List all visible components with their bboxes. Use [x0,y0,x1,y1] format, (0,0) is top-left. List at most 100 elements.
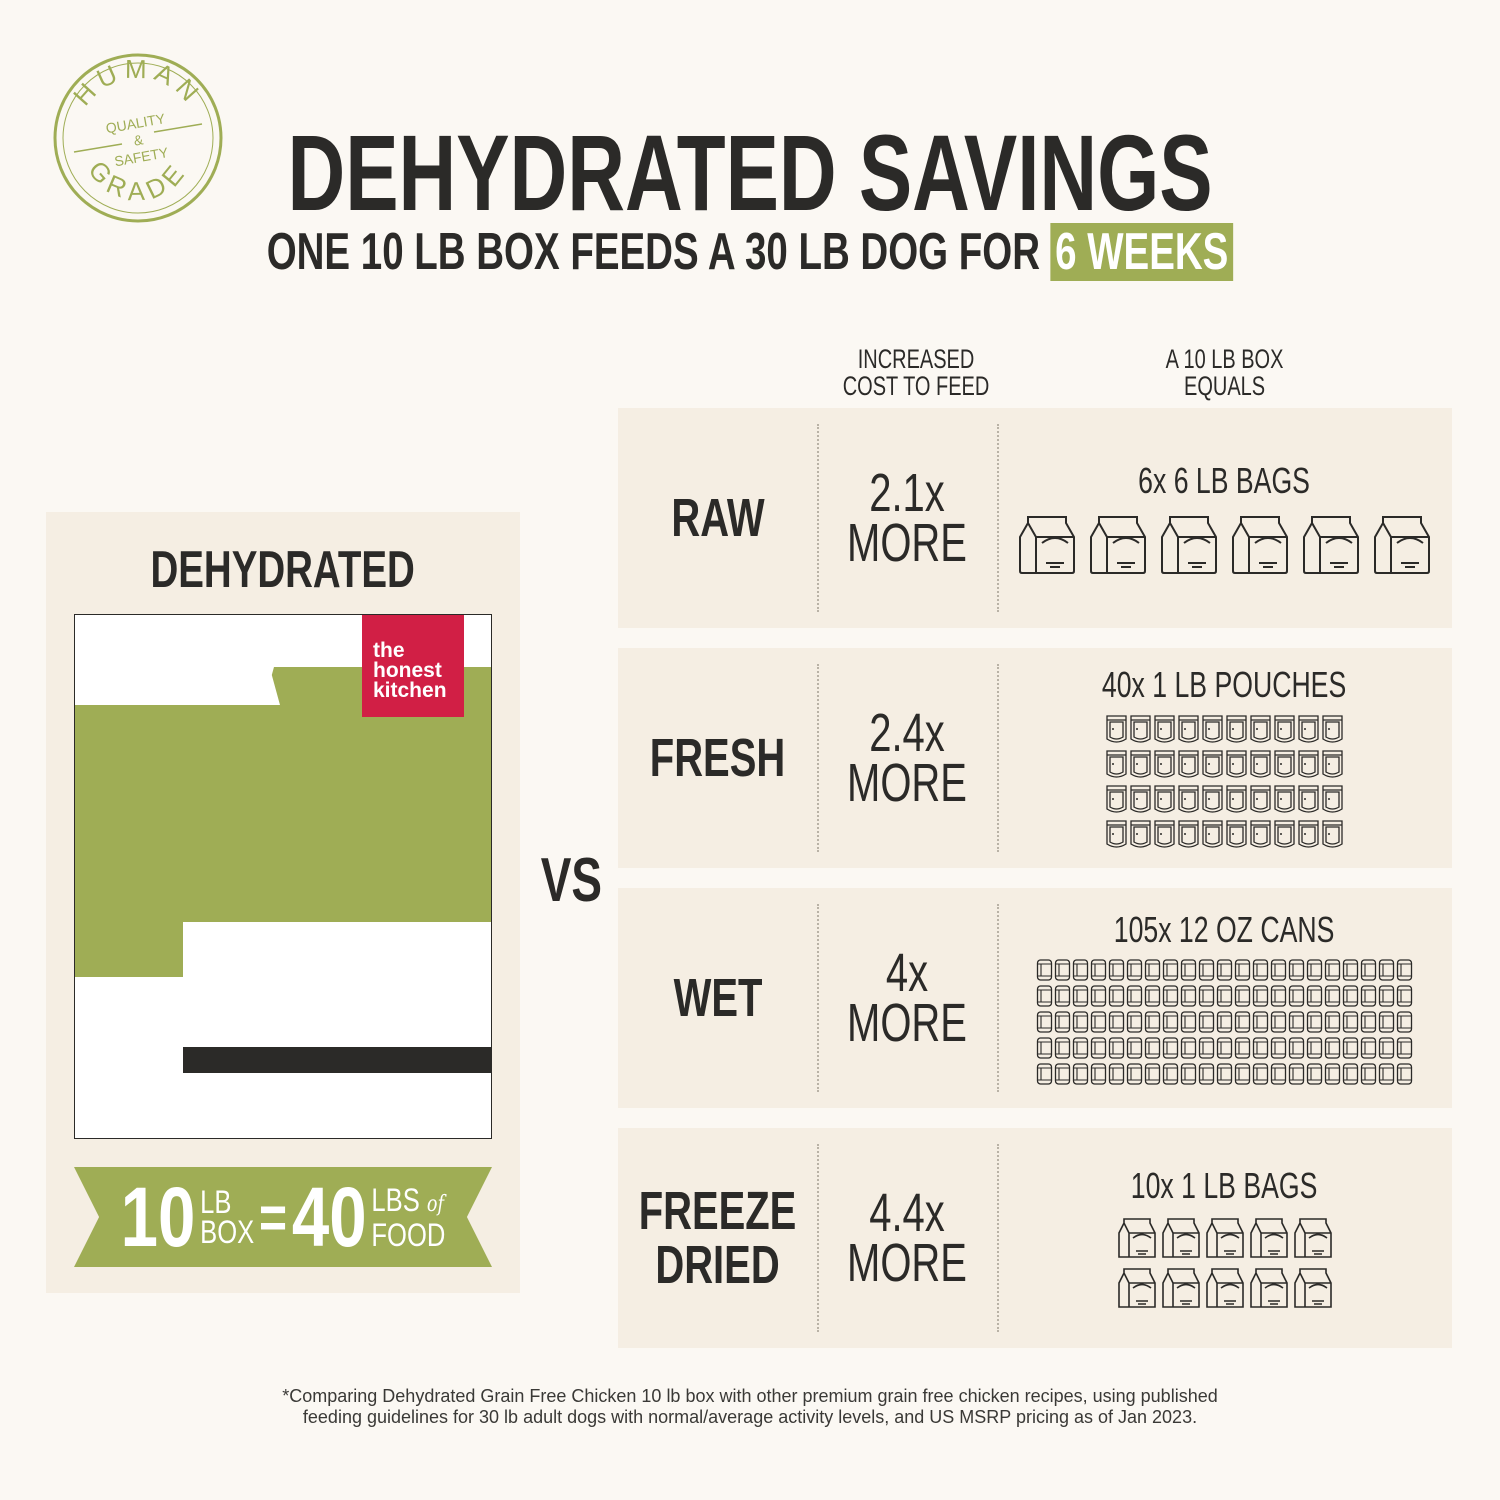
pouch-icon [1274,750,1295,778]
can-icon [1108,1011,1125,1033]
can-icon [1324,1037,1341,1059]
column-header-equals: A 10 LB BOX EQUALS [1166,344,1284,401]
cost-multiplier: 2.4x MORE [847,703,967,813]
can-icon [1234,959,1251,981]
can-icon [1216,1063,1233,1085]
icon-grid [1018,509,1431,575]
equivalent-label: 6x 6 LB BAGS [1138,460,1311,501]
can-icon [1180,985,1197,1007]
pouch-icon [1202,715,1223,743]
pouch-icon [1202,750,1223,778]
can-icon [1396,985,1413,1007]
can-icon [1306,959,1323,981]
can-icon [1342,1011,1359,1033]
can-icon [1270,1037,1287,1059]
human-grade-seal-logo: HUMAN GRADE QUALITY&SAFETY [53,53,223,223]
can-icon [1162,959,1179,981]
can-icon [1180,1011,1197,1033]
can-icon [1036,1011,1053,1033]
can-icon [1216,1011,1233,1033]
icon-grid [1105,713,1344,851]
can-icon [1234,985,1251,1007]
can-icon [1108,1063,1125,1085]
can-icon [1054,985,1071,1007]
pouch-icon [1298,715,1319,743]
divider [997,1144,999,1332]
small-bag-icon [1161,1218,1200,1258]
small-bag-icon [1117,1268,1156,1308]
can-icon [1216,959,1233,981]
can-icon [1288,959,1305,981]
icon-grid [1117,1214,1333,1310]
can-icon [1216,985,1233,1007]
can-icon [1126,985,1143,1007]
can-icon [1396,1011,1413,1033]
can-icon [1090,1037,1107,1059]
large-bag-icon [1161,516,1217,574]
can-icon [1126,1011,1143,1033]
dehydrated-panel: DEHYDRATED the honest kitchen 10 LB BOX = 4… [46,512,520,1293]
can-icon [1342,985,1359,1007]
pouch-icon [1106,715,1127,743]
can-icon [1252,1063,1269,1085]
can-icon [1360,1011,1377,1033]
pouch-icon [1106,820,1127,848]
pouch-icon [1106,750,1127,778]
small-bag-icon [1117,1218,1156,1258]
divider [817,904,819,1092]
can-icon [1288,985,1305,1007]
pouch-icon [1226,715,1247,743]
pouch-icon [1322,715,1343,743]
can-icon [1306,1063,1323,1085]
equivalent-label: 10x 1 LB BAGS [1131,1165,1318,1206]
svg-text:&: & [132,131,145,148]
pouch-icon [1154,750,1175,778]
can-icon [1252,1037,1269,1059]
can-icon [1360,1063,1377,1085]
pouch-icon [1130,785,1151,813]
can-icon [1144,959,1161,981]
pouch-icon [1298,750,1319,778]
can-icon [1252,959,1269,981]
can-icon [1216,1037,1233,1059]
can-icon [1306,1011,1323,1033]
pouch-icon [1202,820,1223,848]
cost-multiplier: 4.4x MORE [847,1183,967,1293]
divider [997,904,999,1092]
pouch-icon [1154,820,1175,848]
subtitle: ONE 10 LB BOX FEEDS A 30 LB DOG FOR 6 WE… [0,223,1500,281]
food-type-label: RAW [671,488,765,548]
pouch-icon [1298,820,1319,848]
cost-multiplier: 4x MORE [847,943,967,1053]
can-icon [1270,1063,1287,1085]
can-icon [1360,1037,1377,1059]
product-box-image: the honest kitchen [74,614,492,1139]
can-icon [1324,1063,1341,1085]
small-bag-icon [1249,1218,1288,1258]
can-icon [1378,1037,1395,1059]
can-icon [1360,985,1377,1007]
divider [997,424,999,612]
pouch-icon [1130,715,1151,743]
pouch-icon [1106,785,1127,813]
can-icon [1396,1063,1413,1085]
can-icon [1234,1037,1251,1059]
can-icon [1180,959,1197,981]
can-icon [1378,959,1395,981]
can-icon [1360,959,1377,981]
can-icon [1198,1037,1215,1059]
small-bag-icon [1161,1268,1200,1308]
large-bag-icon [1090,516,1146,574]
can-icon [1162,985,1179,1007]
can-icon [1324,1011,1341,1033]
equivalent-label: 105x 12 OZ CANS [1114,909,1335,950]
can-icon [1180,1037,1197,1059]
can-icon [1288,1037,1305,1059]
can-icon [1054,1063,1071,1085]
can-icon [1342,959,1359,981]
comparison-row-wet: WET 4x MORE 105x 12 OZ CANS [618,888,1452,1108]
pouch-icon [1250,750,1271,778]
can-icon [1198,959,1215,981]
pouch-icon [1154,785,1175,813]
can-icon [1108,1037,1125,1059]
